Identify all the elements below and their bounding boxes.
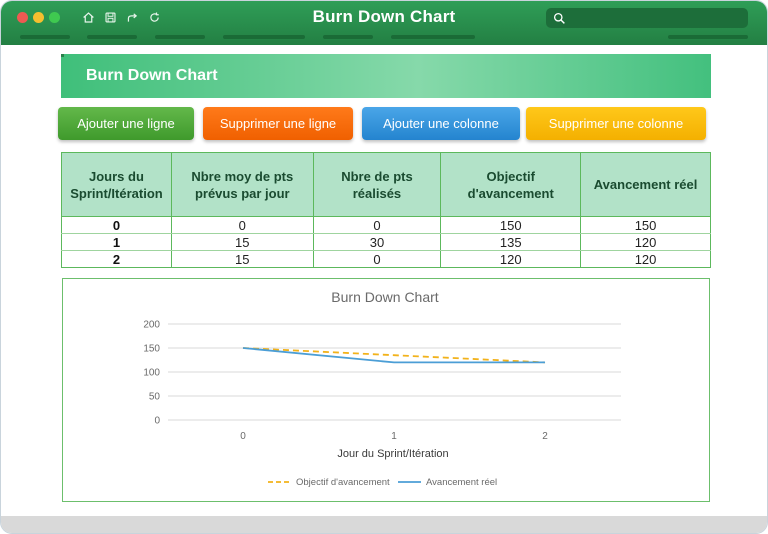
save-icon[interactable]: [102, 9, 119, 26]
add-column-button[interactable]: Ajouter une colonne: [362, 107, 520, 140]
menu-bar: [1, 35, 767, 41]
table-row: 0 0 0 150 150: [61, 216, 711, 234]
burndown-chart[interactable]: Burn Down Chart 0 50 100 150 200 0 1 2 Jour du …: [62, 278, 710, 502]
y-tick-label: 150: [143, 344, 160, 355]
minimize-window-button[interactable]: [33, 12, 44, 23]
header-corner-mark: [61, 54, 64, 57]
column-header-sprint-day[interactable]: Jours du Sprint/Itération: [61, 152, 172, 217]
maximize-window-button[interactable]: [49, 12, 60, 23]
chart-canvas: Burn Down Chart 0 50 100 150 200 0 1 2 Jour du …: [143, 289, 621, 488]
menu-item[interactable]: [668, 35, 748, 39]
refresh-icon[interactable]: [146, 9, 163, 26]
cell-points-done[interactable]: 0: [312, 216, 442, 234]
window-title: Burn Down Chart: [312, 7, 456, 26]
y-tick-label: 100: [143, 368, 160, 379]
menu-item[interactable]: [20, 35, 70, 39]
status-strip: [1, 516, 767, 533]
table-row: 2 15 0 120 120: [61, 250, 711, 268]
legend-label: Avancement réel: [426, 477, 497, 488]
cell-points-done[interactable]: 30: [312, 233, 442, 251]
close-window-button[interactable]: [17, 12, 28, 23]
search-icon: [553, 12, 565, 24]
cell-sprint-day[interactable]: 2: [61, 250, 172, 268]
delete-row-button[interactable]: Supprimer une ligne: [203, 107, 353, 140]
delete-column-button[interactable]: Supprimer une colonne: [526, 107, 706, 140]
home-icon[interactable]: [80, 9, 97, 26]
menu-item[interactable]: [323, 35, 373, 39]
share-icon[interactable]: [124, 9, 141, 26]
cell-actual[interactable]: 120: [580, 233, 711, 251]
sheet-header: Burn Down Chart: [61, 54, 711, 98]
cell-target[interactable]: 150: [440, 216, 582, 234]
y-tick-label: 0: [154, 416, 160, 427]
x-tick-label: 0: [240, 431, 246, 442]
cell-sprint-day[interactable]: 1: [61, 233, 172, 251]
cell-actual[interactable]: 120: [580, 250, 711, 268]
column-header-actual-progress[interactable]: Avancement réel: [580, 152, 711, 217]
x-tick-label: 1: [391, 431, 397, 442]
column-header-target-progress[interactable]: Objectif d'avancement: [440, 152, 582, 217]
chart-series: [242, 347, 546, 364]
cell-points-done[interactable]: 0: [312, 250, 442, 268]
y-tick-label: 50: [149, 392, 161, 403]
search-input[interactable]: [571, 12, 741, 24]
window-controls: [17, 12, 60, 23]
toolbar-icons: [80, 9, 163, 26]
menu-item[interactable]: [391, 35, 475, 39]
cell-avg-planned[interactable]: 15: [170, 233, 314, 251]
table-row: 1 15 30 135 120: [61, 233, 711, 251]
title-bar: Burn Down Chart: [1, 1, 767, 45]
sheet-title: Burn Down Chart: [86, 67, 218, 84]
burndown-table: Jours du Sprint/Itération Nbre moy de pts…: [61, 152, 711, 268]
add-row-button[interactable]: Ajouter une ligne: [58, 107, 194, 140]
search-box[interactable]: [546, 8, 748, 28]
column-header-avg-planned-points[interactable]: Nbre moy de pts prévus par jour: [170, 152, 314, 217]
cell-sprint-day[interactable]: 0: [61, 216, 172, 234]
cell-avg-planned[interactable]: 0: [170, 216, 314, 234]
table-header-row: Jours du Sprint/Itération Nbre moy de pts…: [61, 152, 711, 217]
chart-title: Burn Down Chart: [331, 289, 438, 305]
menu-item[interactable]: [155, 35, 205, 39]
menu-item[interactable]: [87, 35, 137, 39]
legend-label: Objectif d'avancement: [296, 477, 390, 488]
column-header-points-done[interactable]: Nbre de pts réalisés: [312, 152, 442, 217]
y-tick-label: 200: [143, 320, 160, 331]
cell-target[interactable]: 120: [440, 250, 582, 268]
chart-gridlines: 0 50 100 150 200 0 1 2: [143, 320, 621, 442]
cell-actual[interactable]: 150: [580, 216, 711, 234]
cell-avg-planned[interactable]: 15: [170, 250, 314, 268]
cell-target[interactable]: 135: [440, 233, 582, 251]
chart-legend: Objectif d'avancement Avancement réel: [268, 477, 497, 488]
x-axis-label: Jour du Sprint/Itération: [337, 448, 448, 460]
menu-item[interactable]: [223, 35, 305, 39]
x-tick-label: 2: [542, 431, 548, 442]
